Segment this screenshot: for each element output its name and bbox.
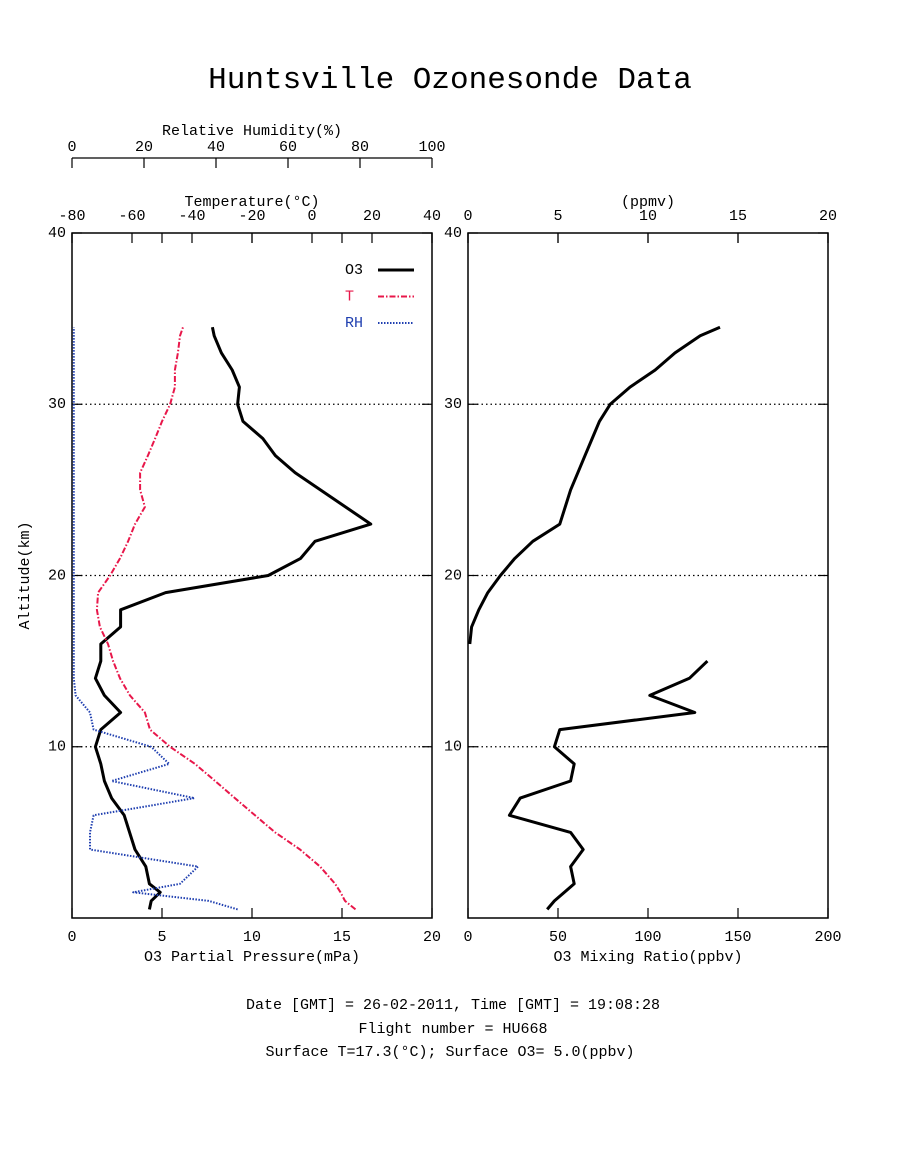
x-tick-label: 0 <box>307 208 316 225</box>
footer-line: Flight number = HU668 <box>358 1021 547 1038</box>
x-tick-label: 100 <box>418 139 445 156</box>
x-tick-label: 40 <box>207 139 225 156</box>
series-line <box>468 325 721 911</box>
x-tick-label: 20 <box>363 208 381 225</box>
x-tick-label: 20 <box>819 208 837 225</box>
x-tick-label: 0 <box>463 929 472 946</box>
footer-line: Date [GMT] = 26-02-2011, Time [GMT] = 19… <box>246 997 660 1014</box>
x-tick-label: 0 <box>463 208 472 225</box>
x-tick-label: 50 <box>549 929 567 946</box>
x-axis-label: O3 Mixing Ratio(ppbv) <box>553 949 742 966</box>
series-line <box>93 326 373 910</box>
y-tick-label: 20 <box>444 567 462 584</box>
y-axis-label: Altitude(km) <box>17 521 34 629</box>
series-line <box>72 327 238 911</box>
x-tick-label: 15 <box>333 929 351 946</box>
x-tick-label: 60 <box>279 139 297 156</box>
y-tick-label: 10 <box>48 739 66 756</box>
y-tick-label: 40 <box>444 225 462 242</box>
x-tick-label: 100 <box>634 929 661 946</box>
x-axis-label: Relative Humidity(%) <box>162 123 342 140</box>
x-tick-label: 0 <box>67 139 76 156</box>
y-tick-label: 40 <box>48 225 66 242</box>
series-line <box>95 326 357 911</box>
footer-line: Surface T=17.3(°C); Surface O3= 5.0(ppbv… <box>265 1044 634 1061</box>
x-tick-label: -60 <box>118 208 145 225</box>
y-tick-label: 20 <box>48 567 66 584</box>
page-title: Huntsville Ozonesonde Data <box>208 63 692 98</box>
x-tick-label: 20 <box>135 139 153 156</box>
legend-label: RH <box>345 315 363 332</box>
x-tick-label: 0 <box>67 929 76 946</box>
x-tick-label: 5 <box>553 208 562 225</box>
x-axis-label: (ppmv) <box>621 194 675 211</box>
legend-label: O3 <box>345 262 363 279</box>
x-tick-label: 200 <box>814 929 841 946</box>
x-axis-label: O3 Partial Pressure(mPa) <box>144 949 360 966</box>
x-tick-label: 80 <box>351 139 369 156</box>
x-tick-label: 20 <box>423 929 441 946</box>
x-tick-label: 10 <box>639 208 657 225</box>
x-axis-label: Temperature(°C) <box>184 194 319 211</box>
x-tick-label: -40 <box>178 208 205 225</box>
y-tick-label: 10 <box>444 739 462 756</box>
y-tick-label: 30 <box>48 396 66 413</box>
x-tick-label: 5 <box>157 929 166 946</box>
x-tick-label: 15 <box>729 208 747 225</box>
legend-label: T <box>345 288 354 305</box>
x-tick-label: -80 <box>58 208 85 225</box>
x-tick-label: -20 <box>238 208 265 225</box>
y-tick-label: 30 <box>444 396 462 413</box>
x-tick-label: 10 <box>243 929 261 946</box>
x-tick-label: 40 <box>423 208 441 225</box>
x-tick-label: 150 <box>724 929 751 946</box>
